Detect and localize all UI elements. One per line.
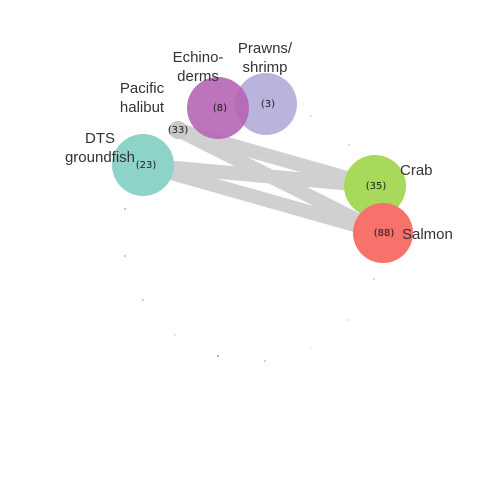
label-line: Pacific — [120, 80, 165, 97]
label-line: Crab — [400, 162, 433, 179]
count-salmon: (88) — [374, 228, 395, 239]
dot — [310, 347, 311, 348]
label-line: Prawns/ — [238, 40, 293, 57]
count-halibut: (33) — [168, 125, 189, 136]
label-line: Salmon — [402, 226, 453, 243]
dot — [264, 360, 266, 362]
label-line: groundfish — [65, 149, 135, 166]
dot — [217, 355, 219, 357]
dot — [310, 115, 312, 117]
label-line: shrimp — [242, 59, 287, 76]
dot — [142, 299, 144, 301]
label-echinoderms: Echino-derms — [173, 49, 224, 85]
label-crab: Crab — [400, 162, 433, 179]
label-prawns: Prawns/shrimp — [238, 40, 293, 76]
label-salmon: Salmon — [402, 226, 453, 243]
dot — [124, 208, 126, 210]
dot — [348, 144, 349, 145]
dot — [373, 278, 375, 280]
count-prawns: (3) — [261, 99, 275, 110]
label-halibut: Pacific halibut — [120, 80, 165, 116]
label-line: halibut — [120, 99, 165, 116]
dot — [174, 334, 175, 335]
count-echinoderms: (8) — [213, 103, 227, 114]
count-dts: (23) — [136, 160, 157, 171]
dot — [124, 255, 126, 257]
count-crab: (35) — [366, 181, 387, 192]
label-line: Echino- — [173, 49, 224, 66]
dot — [348, 319, 349, 320]
label-line: derms — [177, 68, 219, 85]
label-line: DTS — [85, 130, 115, 147]
